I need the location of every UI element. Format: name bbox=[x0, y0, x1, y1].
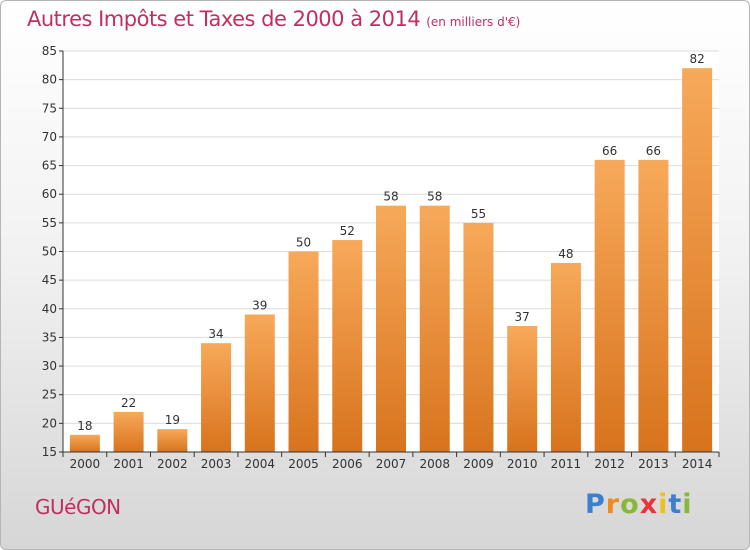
y-tick-label: 35 bbox=[42, 330, 57, 344]
bar bbox=[638, 159, 669, 453]
bar bbox=[157, 429, 188, 452]
x-tick-label: 2011 bbox=[551, 457, 582, 471]
logo-letter: P bbox=[585, 489, 606, 520]
data-label: 55 bbox=[471, 207, 486, 221]
data-label: 82 bbox=[689, 52, 704, 66]
commune-name: GUéGON bbox=[35, 495, 121, 519]
logo-letter: o bbox=[620, 489, 640, 520]
logo-letter: t bbox=[668, 489, 683, 520]
data-label: 18 bbox=[77, 419, 92, 433]
x-tick-label: 2013 bbox=[638, 457, 669, 471]
chart-subtitle: (en milliers d'€) bbox=[426, 15, 521, 29]
bar bbox=[113, 411, 144, 452]
bar bbox=[550, 262, 581, 452]
data-label: 58 bbox=[427, 190, 442, 204]
bar bbox=[288, 251, 319, 452]
chart-title-block: Autres Impôts et Taxes de 2000 à 2014 (en… bbox=[27, 7, 520, 31]
chart-title: Autres Impôts et Taxes de 2000 à 2014 bbox=[27, 7, 421, 31]
y-tick-label: 65 bbox=[42, 159, 57, 173]
logo-letter: x bbox=[639, 489, 659, 520]
data-label: 48 bbox=[558, 247, 573, 261]
data-label: 52 bbox=[340, 224, 355, 238]
logo-letter: i bbox=[658, 489, 669, 520]
bar bbox=[332, 240, 363, 452]
y-tick-label: 30 bbox=[42, 359, 57, 373]
x-tick-label: 2000 bbox=[70, 457, 101, 471]
x-tick-label: 2004 bbox=[245, 457, 276, 471]
x-tick-label: 2008 bbox=[419, 457, 450, 471]
bar bbox=[507, 325, 538, 452]
y-tick-label: 40 bbox=[42, 302, 57, 316]
y-tick-label: 45 bbox=[42, 273, 57, 287]
bar bbox=[244, 314, 275, 452]
data-label: 19 bbox=[165, 413, 180, 427]
y-tick-label: 15 bbox=[42, 445, 57, 459]
y-tick-label: 55 bbox=[42, 216, 57, 230]
logo-letter: r bbox=[605, 489, 621, 520]
data-label: 66 bbox=[646, 144, 661, 158]
x-tick-label: 2010 bbox=[507, 457, 538, 471]
x-tick-label: 2006 bbox=[332, 457, 363, 471]
bar bbox=[419, 205, 450, 452]
y-tick-label: 75 bbox=[42, 101, 57, 115]
bar bbox=[69, 434, 100, 452]
x-tick-label: 2012 bbox=[594, 457, 625, 471]
data-label: 66 bbox=[602, 144, 617, 158]
data-label: 50 bbox=[296, 236, 311, 250]
y-tick-label: 80 bbox=[42, 73, 57, 87]
data-label: 39 bbox=[252, 299, 267, 313]
y-tick-label: 50 bbox=[42, 245, 57, 259]
x-tick-label: 2005 bbox=[288, 457, 319, 471]
bar bbox=[376, 205, 406, 452]
x-tick-label: 2014 bbox=[682, 457, 713, 471]
y-tick-label: 85 bbox=[42, 44, 57, 58]
bar bbox=[201, 343, 232, 452]
y-tick-label: 70 bbox=[42, 130, 57, 144]
bar bbox=[594, 159, 625, 453]
y-tick-label: 60 bbox=[42, 187, 57, 201]
x-tick-label: 2003 bbox=[201, 457, 232, 471]
bar bbox=[682, 68, 713, 452]
data-label: 22 bbox=[121, 396, 136, 410]
proxiti-logo: Proxiti bbox=[585, 489, 693, 520]
data-label: 37 bbox=[515, 310, 530, 324]
x-tick-label: 2002 bbox=[157, 457, 188, 471]
y-tick-label: 25 bbox=[42, 388, 57, 402]
bar bbox=[463, 222, 494, 452]
x-tick-label: 2009 bbox=[463, 457, 494, 471]
x-tick-label: 2007 bbox=[376, 457, 407, 471]
x-tick-label: 2001 bbox=[113, 457, 144, 471]
data-label: 58 bbox=[383, 190, 398, 204]
logo-letter: i bbox=[682, 489, 693, 520]
y-tick-label: 20 bbox=[42, 416, 57, 430]
data-label: 34 bbox=[208, 327, 223, 341]
